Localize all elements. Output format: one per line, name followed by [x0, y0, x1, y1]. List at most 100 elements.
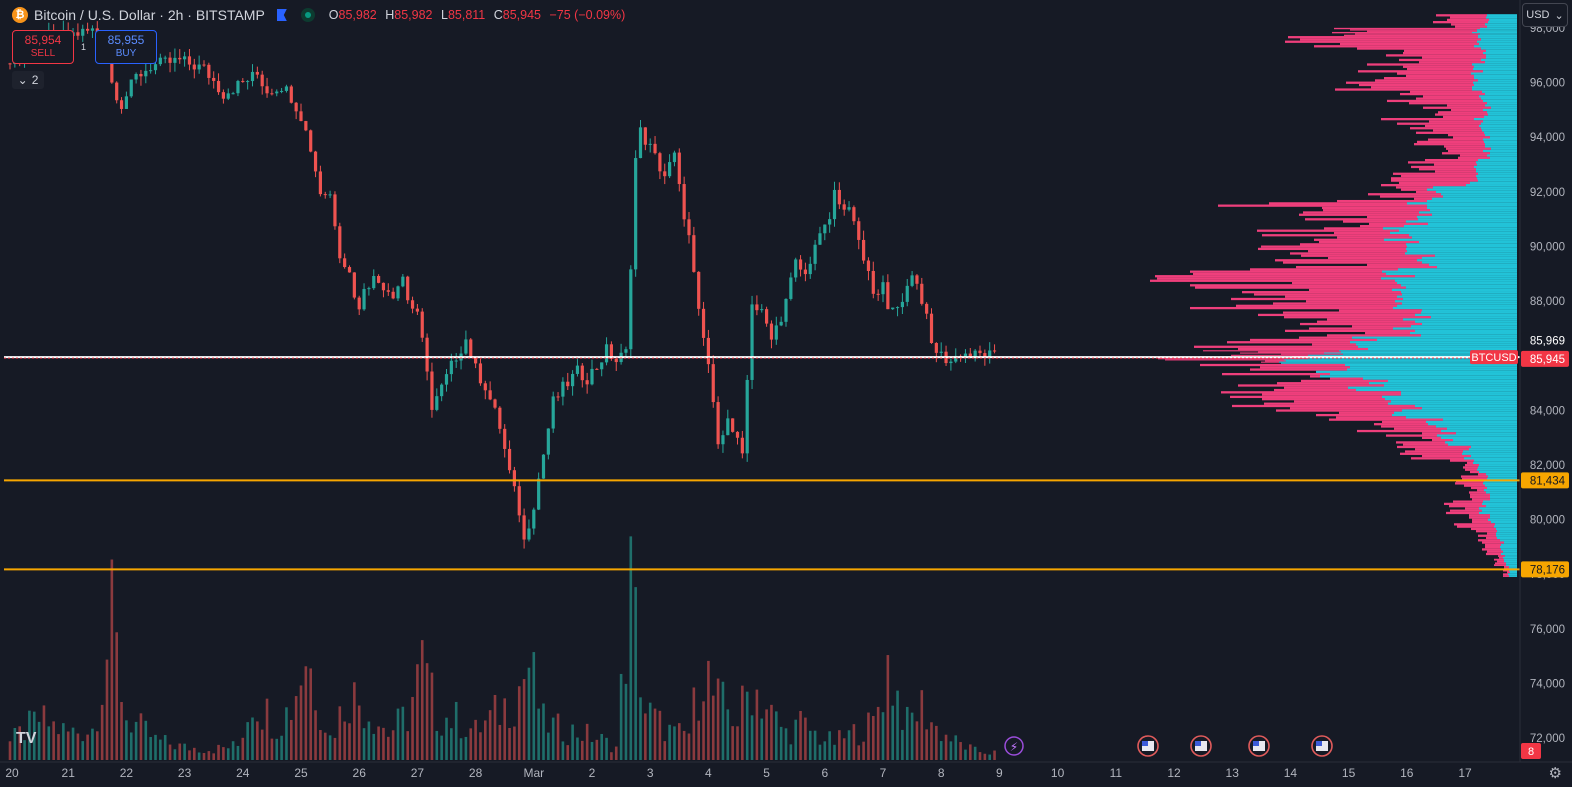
indicators-toggle[interactable]: ⌄ 2 [12, 71, 44, 89]
volume-profile-bar [1486, 505, 1517, 508]
volume-profile-bar [1319, 240, 1419, 244]
candle-body [76, 32, 80, 36]
volume-bar [910, 712, 914, 760]
x-tick-label: 11 [1110, 766, 1123, 780]
volume-bar [644, 713, 647, 760]
volume-bar [401, 706, 405, 760]
volume-profile-bar [1403, 443, 1448, 446]
volume-bar [668, 724, 671, 760]
volume-bar [493, 694, 497, 760]
volume-bar [411, 696, 414, 760]
candle-body [8, 63, 12, 65]
candle-body [270, 93, 274, 95]
volume-profile-bar [1401, 291, 1517, 294]
x-tick-label: 6 [821, 766, 828, 780]
market-status-icon[interactable] [300, 8, 315, 22]
volume-profile-bar [1384, 77, 1474, 80]
volume-profile-bar [1464, 484, 1485, 487]
level-price-badge-bg [1521, 472, 1569, 489]
candle-body [721, 435, 725, 445]
volume-profile-bar [1414, 143, 1485, 146]
candle-body [216, 80, 221, 93]
volume-profile-bar [1482, 548, 1501, 551]
currency-select[interactable]: USD ⌄ [1522, 3, 1568, 27]
volume-profile-bar [1491, 106, 1517, 109]
candle-body [668, 162, 672, 177]
volume-bar [886, 655, 890, 760]
buy-button[interactable]: 85,955 BUY [95, 30, 157, 64]
volume-bar [818, 744, 822, 760]
volume-profile-bar [1222, 372, 1330, 376]
candle-body [663, 171, 667, 177]
volume-profile-bar [1442, 152, 1490, 155]
volume-profile-bar [1461, 475, 1488, 478]
candle-body [221, 92, 225, 99]
volume-profile-bar [1472, 520, 1491, 524]
candle-body [81, 28, 85, 36]
volume-profile-bar [1371, 86, 1472, 89]
sell-button[interactable]: 85,954 SELL [12, 30, 74, 64]
settings-gear-icon[interactable]: ⚙ [1548, 765, 1562, 782]
volume-bar [639, 697, 642, 760]
volume-profile-bar [1485, 546, 1500, 549]
candle-body [464, 339, 468, 354]
volume-profile-bar [1450, 459, 1474, 462]
volume-profile-bar [1323, 209, 1430, 212]
volume-profile-bar [1507, 571, 1510, 574]
candle-body [478, 363, 483, 384]
volume-bar [246, 722, 249, 760]
symbol-title[interactable]: Bitcoin / U.S. Dollar · 2h · BITSTAMP [34, 7, 265, 23]
volume-bar [978, 752, 982, 760]
volume-bar [139, 713, 143, 760]
volume-profile-bar [1381, 277, 1517, 280]
flag-icon[interactable] [276, 9, 287, 21]
volume-profile-bar [1506, 562, 1517, 565]
volume-bar [610, 752, 613, 760]
candle-body [706, 337, 710, 365]
volume-profile-bar [1481, 127, 1517, 130]
volume-profile-bar [1464, 457, 1517, 460]
candle-body [716, 402, 720, 445]
candle-body [197, 64, 201, 70]
candle-body [381, 282, 386, 291]
volume-profile-bar [1445, 441, 1517, 444]
volume-profile-bar [1509, 569, 1517, 572]
event-markers[interactable]: ⚡ [1004, 735, 1333, 757]
candle-body [629, 269, 633, 350]
volume-profile-bar [1296, 265, 1437, 269]
volume-bar [120, 702, 123, 760]
volume-profile-bar [1396, 441, 1445, 444]
candle-body [236, 80, 240, 94]
candle-body [891, 307, 895, 310]
volume-profile-bar [1384, 238, 1517, 241]
candle-body [396, 286, 400, 299]
volume-profile-bar [1190, 270, 1382, 273]
volume-profile-bar [1477, 40, 1517, 43]
volume-bar [241, 737, 245, 760]
volume-bar [653, 708, 657, 760]
volume-profile-bar [1474, 459, 1517, 462]
volume-bar [37, 721, 41, 760]
close-label: C [493, 8, 503, 22]
volume-profile-bar [1422, 256, 1517, 260]
volume-profile-bar [1337, 199, 1427, 203]
us-flag-event-icon [1316, 741, 1322, 746]
volume-profile-bar [1490, 514, 1517, 517]
volume-profile-bar [1407, 250, 1517, 253]
candle-body [798, 259, 803, 270]
volume-profile-bar [1422, 407, 1517, 410]
tradingview-logo-icon[interactable]: TV [16, 730, 37, 747]
volume-bar [154, 734, 157, 760]
us-flag-event-icon [1195, 741, 1201, 746]
x-tick-label: 10 [1051, 766, 1065, 780]
volume-bar [47, 726, 51, 760]
volume-profile-bar [1344, 34, 1478, 37]
candle-body [178, 57, 182, 60]
price-axis-background [1520, 0, 1572, 787]
volume-profile-bar [1250, 338, 1377, 342]
volume-profile-bar [1495, 562, 1506, 565]
volume-profile-bar [1481, 122, 1517, 125]
candle-body [590, 368, 594, 385]
volume-profile-bar [1488, 475, 1517, 478]
